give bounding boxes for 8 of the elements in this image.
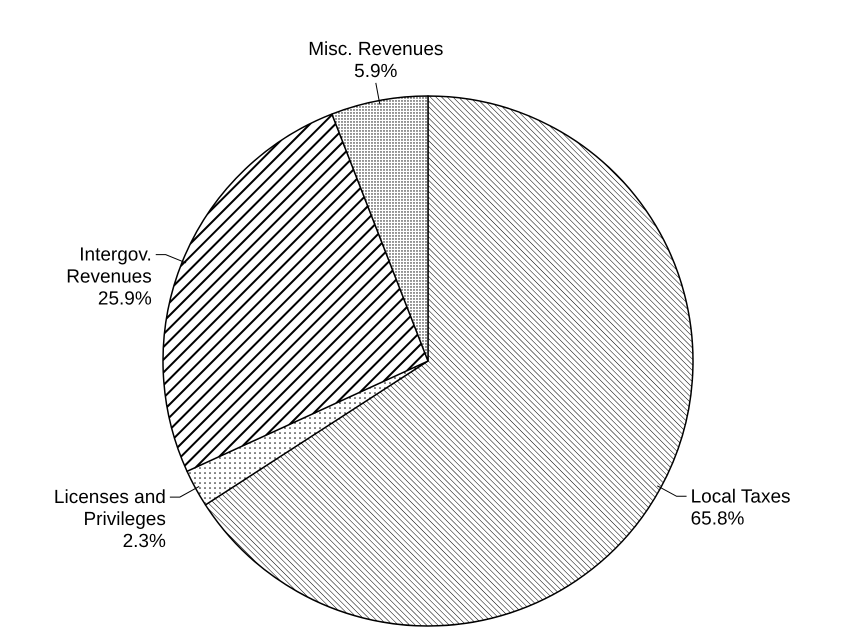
slice-label: Licenses and Privileges (54, 487, 166, 530)
data-label: 65.8% (690, 508, 745, 530)
data-label: 5.9% (354, 60, 398, 82)
slice-label: Local Taxes (690, 486, 791, 508)
data-label: 25.9% (98, 288, 152, 310)
slice-label: Intergov. Revenues (66, 244, 152, 288)
slice-label: Misc. Revenues (308, 38, 444, 60)
data-label: 2.3% (122, 531, 166, 552)
